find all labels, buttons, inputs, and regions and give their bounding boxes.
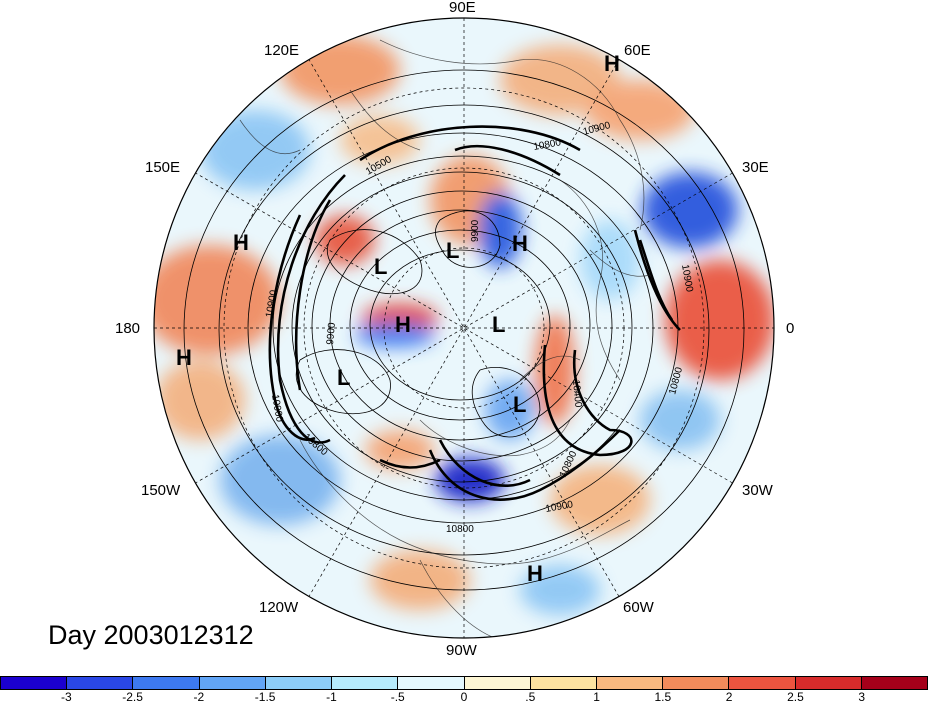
low-pressure-marker: L: [446, 238, 460, 263]
colorbar-tick-label: 0: [460, 690, 468, 704]
colorbar: [0, 676, 928, 690]
high-pressure-marker: H: [176, 345, 192, 370]
longitude-label-180: 180: [115, 320, 141, 337]
longitude-label-150w: 150W: [141, 482, 181, 499]
contour-label: 10900: [269, 394, 285, 424]
colorbar-segment: [861, 676, 928, 690]
colorbar-segment: [67, 676, 134, 690]
colorbar-segment: [464, 676, 531, 690]
colorbar-segment: [133, 676, 200, 690]
colorbar-segment: [530, 676, 597, 690]
colorbar-segment: [265, 676, 333, 690]
longitude-label-90w: 90W: [446, 642, 477, 659]
high-pressure-marker: H: [604, 51, 620, 76]
longitude-label-120w: 120W: [259, 599, 299, 616]
colorbar-segment: [663, 676, 730, 690]
colorbar-segment: [398, 676, 465, 690]
contour-label: 10900: [264, 289, 280, 319]
contour-label: 10800: [533, 137, 563, 153]
colorbar-tick-label: 3: [858, 690, 866, 704]
longitude-label-60w: 60W: [623, 599, 654, 616]
high-pressure-marker: H: [512, 231, 528, 256]
colorbar-tick-label: .5: [525, 690, 536, 704]
colorbar-tick-label: -2.5: [122, 690, 143, 704]
high-pressure-marker: H: [233, 230, 249, 255]
longitude-label-0: 0: [786, 320, 795, 337]
high-pressure-marker: H: [527, 561, 543, 586]
longitude-label-120e: 120E: [264, 42, 300, 59]
colorbar-segment: [729, 676, 796, 690]
low-pressure-marker: L: [374, 254, 388, 279]
contour-label: 10400: [570, 379, 583, 408]
map-title: Day 2003012312: [48, 620, 254, 650]
colorbar-tick-label: -1.5: [254, 690, 276, 704]
contour-label: 9900: [325, 322, 338, 346]
anomaly-shading: [154, 18, 774, 638]
colorbar-tick-label: -2: [193, 690, 205, 704]
contour-label: 10900: [679, 264, 695, 294]
low-pressure-marker: L: [492, 312, 506, 337]
high-pressure-marker: H: [395, 312, 411, 337]
contour-label: 10800: [446, 524, 474, 535]
colorbar-tick-label: -1: [326, 690, 337, 704]
longitude-label-30e: 30E: [742, 159, 769, 176]
contour-label: 10900: [545, 499, 575, 515]
colorbar-segment: [0, 676, 68, 690]
longitude-label-90e: 90E: [449, 0, 476, 16]
colorbar-segment: [795, 676, 862, 690]
colorbar-tick-label: 2: [725, 690, 733, 704]
colorbar-segment: [199, 676, 266, 690]
colorbar-tick-label: 2.5: [787, 690, 804, 704]
longitude-label-150e: 150E: [145, 159, 181, 176]
colorbar-tick-label: 1.5: [654, 690, 672, 704]
low-pressure-marker: L: [337, 365, 351, 390]
longitude-label-30w: 30W: [742, 482, 773, 499]
colorbar-segment: [332, 676, 399, 690]
graticule: [154, 18, 774, 638]
low-pressure-marker: L: [513, 392, 527, 417]
colorbar-tick-label: -3: [60, 690, 72, 704]
contour-label: 9900: [470, 219, 481, 242]
colorbar-tick-label: 1: [593, 690, 600, 704]
geopotential-contours: [183, 69, 745, 591]
longitude-label-60e: 60E: [624, 42, 651, 59]
map-boundary: [153, 17, 775, 639]
colorbar-segment: [596, 676, 664, 690]
colorbar-tick-label: -.5: [390, 690, 405, 704]
coastlines: [239, 39, 651, 638]
